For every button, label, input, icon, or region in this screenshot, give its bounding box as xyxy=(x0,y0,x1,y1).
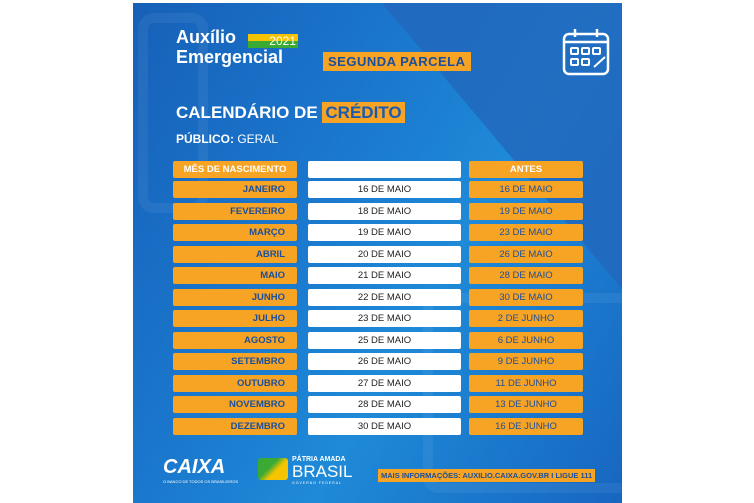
birth-month-cell: JANEIRO xyxy=(173,181,297,198)
new-date-cell: 21 DE MAIO xyxy=(308,267,461,284)
birth-month-cell: DEZEMBRO xyxy=(173,417,297,435)
birth-month-cell: SETEMBRO xyxy=(173,353,297,370)
old-date-cell: 6 DE JUNHO xyxy=(469,331,583,349)
info-banner: MAIS INFORMAÇÕES: AUXILIO.CAIXA.GOV.BR I… xyxy=(378,469,596,482)
brasil-flag-logo xyxy=(258,458,288,480)
old-date-cell: 30 DE MAIO xyxy=(469,288,583,306)
new-date-cell: 20 DE MAIO xyxy=(308,245,461,263)
year-badge: 2021 xyxy=(248,34,298,48)
birth-month-cell: JULHO xyxy=(173,310,297,327)
column-header: AGORA xyxy=(308,161,461,178)
new-date-cell: 27 DE MAIO xyxy=(308,374,461,392)
gov-brasil: BRASIL xyxy=(292,462,353,481)
birth-month-cell: JUNHO xyxy=(173,288,297,306)
new-date-cell: 22 DE MAIO xyxy=(308,288,461,306)
old-date-cell: 11 DE JUNHO xyxy=(469,374,583,392)
old-date-cell: 26 DE MAIO xyxy=(469,245,583,263)
calendar-icon xyxy=(562,29,610,76)
program-title: Auxílio Emergencial xyxy=(176,27,284,67)
birth-month-cell: FEVEREIRO xyxy=(173,202,297,220)
column-header: MÊS DE NASCIMENTO xyxy=(173,161,297,178)
caixa-logo: CAIXA xyxy=(163,456,226,478)
new-date-cell: 28 DE MAIO xyxy=(308,396,461,413)
title-highlight: CRÉDITO xyxy=(322,102,405,123)
birth-month-cell: MAIO xyxy=(173,267,297,284)
birth-month-cell: MARÇO xyxy=(173,224,297,241)
poster: Auxílio Emergencial 2021 SEGUNDA PARCELA… xyxy=(133,3,622,503)
audience: PÚBLICO: GERAL xyxy=(176,132,279,146)
old-date-cell: 9 DE JUNHO xyxy=(469,353,583,370)
old-date-cell: 23 DE MAIO xyxy=(469,224,583,241)
old-date-cell: 2 DE JUNHO xyxy=(469,310,583,327)
caixa-tagline: O BANCO DE TODOS OS BRASILEIROS xyxy=(163,479,238,484)
column-header: ANTES xyxy=(469,161,583,178)
gov-federal: GOVERNO FEDERAL xyxy=(292,481,343,485)
footer: CAIXA O BANCO DE TODOS OS BRASILEIROS PÁ… xyxy=(133,456,622,486)
birth-month-cell: OUTUBRO xyxy=(173,374,297,392)
new-date-cell: 23 DE MAIO xyxy=(308,310,461,327)
birth-month-cell: NOVEMBRO xyxy=(173,396,297,413)
new-date-cell: 26 DE MAIO xyxy=(308,353,461,370)
birth-month-cell: AGOSTO xyxy=(173,331,297,349)
old-date-cell: 16 DE MAIO xyxy=(469,181,583,198)
new-date-cell: 25 DE MAIO xyxy=(308,331,461,349)
new-date-cell: 18 DE MAIO xyxy=(308,202,461,220)
new-date-cell: 19 DE MAIO xyxy=(308,224,461,241)
birth-month-cell: ABRIL xyxy=(173,245,297,263)
installment-badge: SEGUNDA PARCELA xyxy=(323,52,471,71)
new-date-cell: 16 DE MAIO xyxy=(308,181,461,198)
old-date-cell: 19 DE MAIO xyxy=(469,202,583,220)
calendar-title: CALENDÁRIO DE CRÉDITO xyxy=(176,102,405,123)
new-date-cell: 30 DE MAIO xyxy=(308,417,461,435)
old-date-cell: 28 DE MAIO xyxy=(469,267,583,284)
old-date-cell: 16 DE JUNHO xyxy=(469,417,583,435)
gov-slogan: PÁTRIA AMADA xyxy=(292,456,346,463)
old-date-cell: 13 DE JUNHO xyxy=(469,396,583,413)
